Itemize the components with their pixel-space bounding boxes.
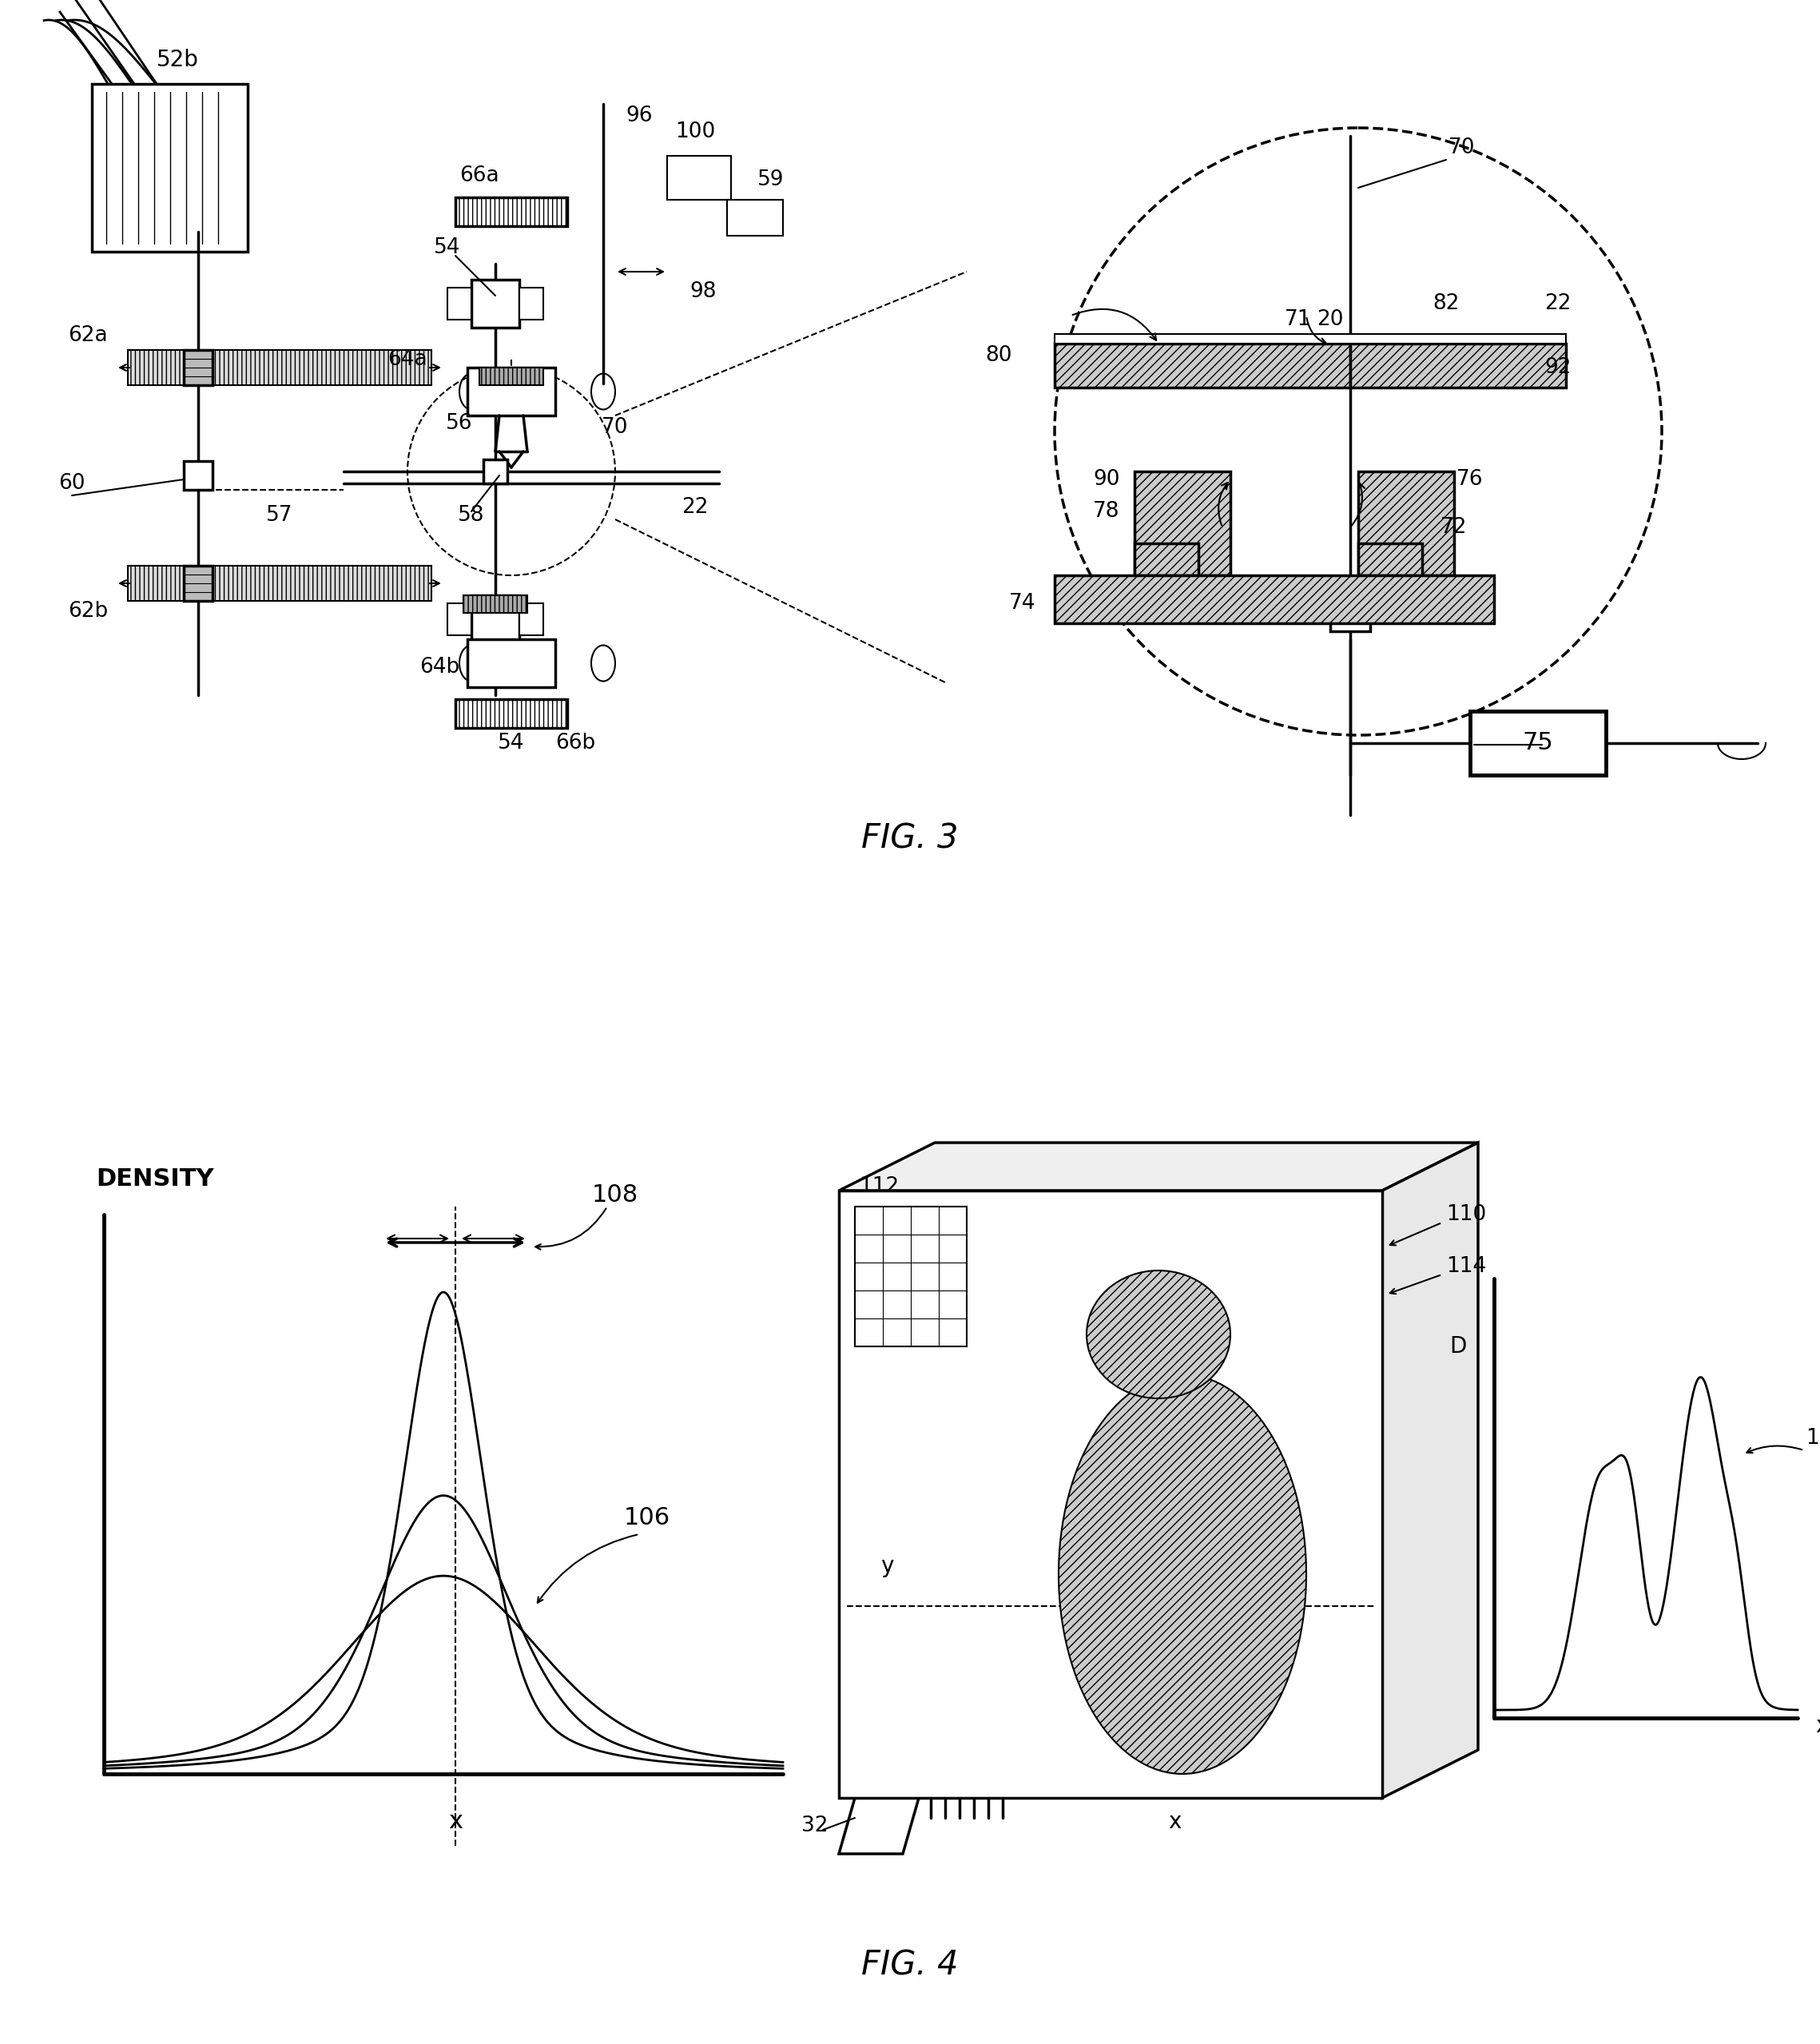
Bar bbox=[448, 603, 471, 636]
Text: 110: 110 bbox=[1447, 1204, 1487, 1224]
Text: D: D bbox=[1449, 1335, 1467, 1357]
Text: 32: 32 bbox=[801, 1815, 828, 1836]
Text: 62a: 62a bbox=[67, 325, 107, 345]
Bar bbox=[484, 460, 508, 484]
Bar bbox=[839, 1190, 1381, 1799]
Text: 82: 82 bbox=[1432, 292, 1460, 315]
Polygon shape bbox=[839, 1143, 1478, 1190]
Text: 52b: 52b bbox=[157, 49, 198, 72]
Bar bbox=[464, 595, 528, 613]
Text: 59: 59 bbox=[757, 170, 784, 190]
Bar bbox=[455, 699, 568, 728]
Bar bbox=[1054, 343, 1350, 388]
Bar bbox=[855, 1206, 966, 1347]
Text: 108: 108 bbox=[592, 1183, 639, 1206]
Bar bbox=[1358, 544, 1421, 574]
Bar bbox=[1134, 544, 1198, 574]
Bar bbox=[127, 350, 431, 384]
Bar bbox=[1054, 574, 1494, 623]
Text: FIG. 4: FIG. 4 bbox=[861, 1948, 959, 1983]
Bar bbox=[455, 198, 568, 227]
Text: 54: 54 bbox=[499, 732, 524, 754]
Text: 106: 106 bbox=[624, 1506, 670, 1529]
Bar bbox=[468, 368, 555, 415]
Bar bbox=[127, 566, 431, 601]
Text: 90: 90 bbox=[1094, 468, 1119, 491]
Text: 92: 92 bbox=[1545, 358, 1571, 378]
Polygon shape bbox=[839, 1799, 919, 1854]
Polygon shape bbox=[1381, 1143, 1478, 1799]
Text: 116: 116 bbox=[1805, 1429, 1820, 1449]
Text: 62b: 62b bbox=[67, 601, 107, 621]
Text: 78: 78 bbox=[1094, 501, 1119, 521]
Bar bbox=[184, 566, 213, 601]
Bar bbox=[1330, 599, 1370, 632]
Bar bbox=[1134, 472, 1230, 574]
Text: 70: 70 bbox=[602, 417, 628, 437]
Text: 100: 100 bbox=[675, 121, 715, 143]
Ellipse shape bbox=[459, 646, 484, 681]
Text: 98: 98 bbox=[690, 282, 717, 303]
Ellipse shape bbox=[1059, 1374, 1307, 1774]
Text: 64b: 64b bbox=[419, 656, 459, 679]
Bar bbox=[1350, 343, 1565, 388]
Text: 80: 80 bbox=[985, 345, 1012, 366]
Bar bbox=[448, 288, 471, 319]
Text: y: y bbox=[881, 1555, 894, 1578]
Bar bbox=[1471, 711, 1605, 775]
Bar bbox=[1054, 333, 1565, 343]
Bar bbox=[1358, 472, 1454, 574]
Text: 76: 76 bbox=[1456, 468, 1483, 491]
Text: 114: 114 bbox=[1447, 1257, 1487, 1278]
Text: 66b: 66b bbox=[555, 732, 595, 754]
Bar bbox=[468, 640, 555, 687]
Bar bbox=[91, 84, 248, 251]
Bar bbox=[668, 155, 732, 200]
Bar bbox=[519, 603, 544, 636]
Text: x: x bbox=[1815, 1715, 1820, 1737]
Bar bbox=[184, 350, 213, 384]
Ellipse shape bbox=[459, 374, 484, 409]
Text: 70: 70 bbox=[1449, 137, 1476, 157]
Text: 20: 20 bbox=[1318, 309, 1343, 329]
Bar bbox=[726, 200, 783, 235]
Text: 56: 56 bbox=[446, 413, 473, 433]
Bar bbox=[471, 280, 519, 327]
Text: 57: 57 bbox=[266, 505, 293, 525]
Bar bbox=[519, 288, 544, 319]
Text: 22: 22 bbox=[682, 497, 708, 517]
Bar bbox=[184, 462, 213, 491]
Ellipse shape bbox=[592, 374, 615, 409]
Text: 22: 22 bbox=[1545, 292, 1571, 315]
Text: x: x bbox=[1168, 1811, 1181, 1833]
Text: 72: 72 bbox=[1441, 517, 1467, 538]
Text: 75: 75 bbox=[1523, 732, 1554, 754]
Bar bbox=[471, 595, 519, 644]
Text: 112: 112 bbox=[859, 1175, 899, 1198]
Bar bbox=[479, 368, 544, 384]
Text: 64a: 64a bbox=[388, 350, 428, 370]
Text: 58: 58 bbox=[459, 505, 484, 525]
Text: 74: 74 bbox=[1010, 593, 1036, 613]
Text: FIG. 3: FIG. 3 bbox=[861, 822, 959, 856]
Ellipse shape bbox=[592, 646, 615, 681]
Text: 71: 71 bbox=[1285, 309, 1312, 329]
Text: x: x bbox=[448, 1811, 462, 1833]
Text: 96: 96 bbox=[626, 106, 653, 127]
Ellipse shape bbox=[1087, 1271, 1230, 1398]
Text: 66a: 66a bbox=[459, 166, 499, 186]
Text: DENSITY: DENSITY bbox=[96, 1167, 213, 1190]
Text: 54: 54 bbox=[433, 237, 460, 258]
Text: 60: 60 bbox=[58, 472, 86, 495]
